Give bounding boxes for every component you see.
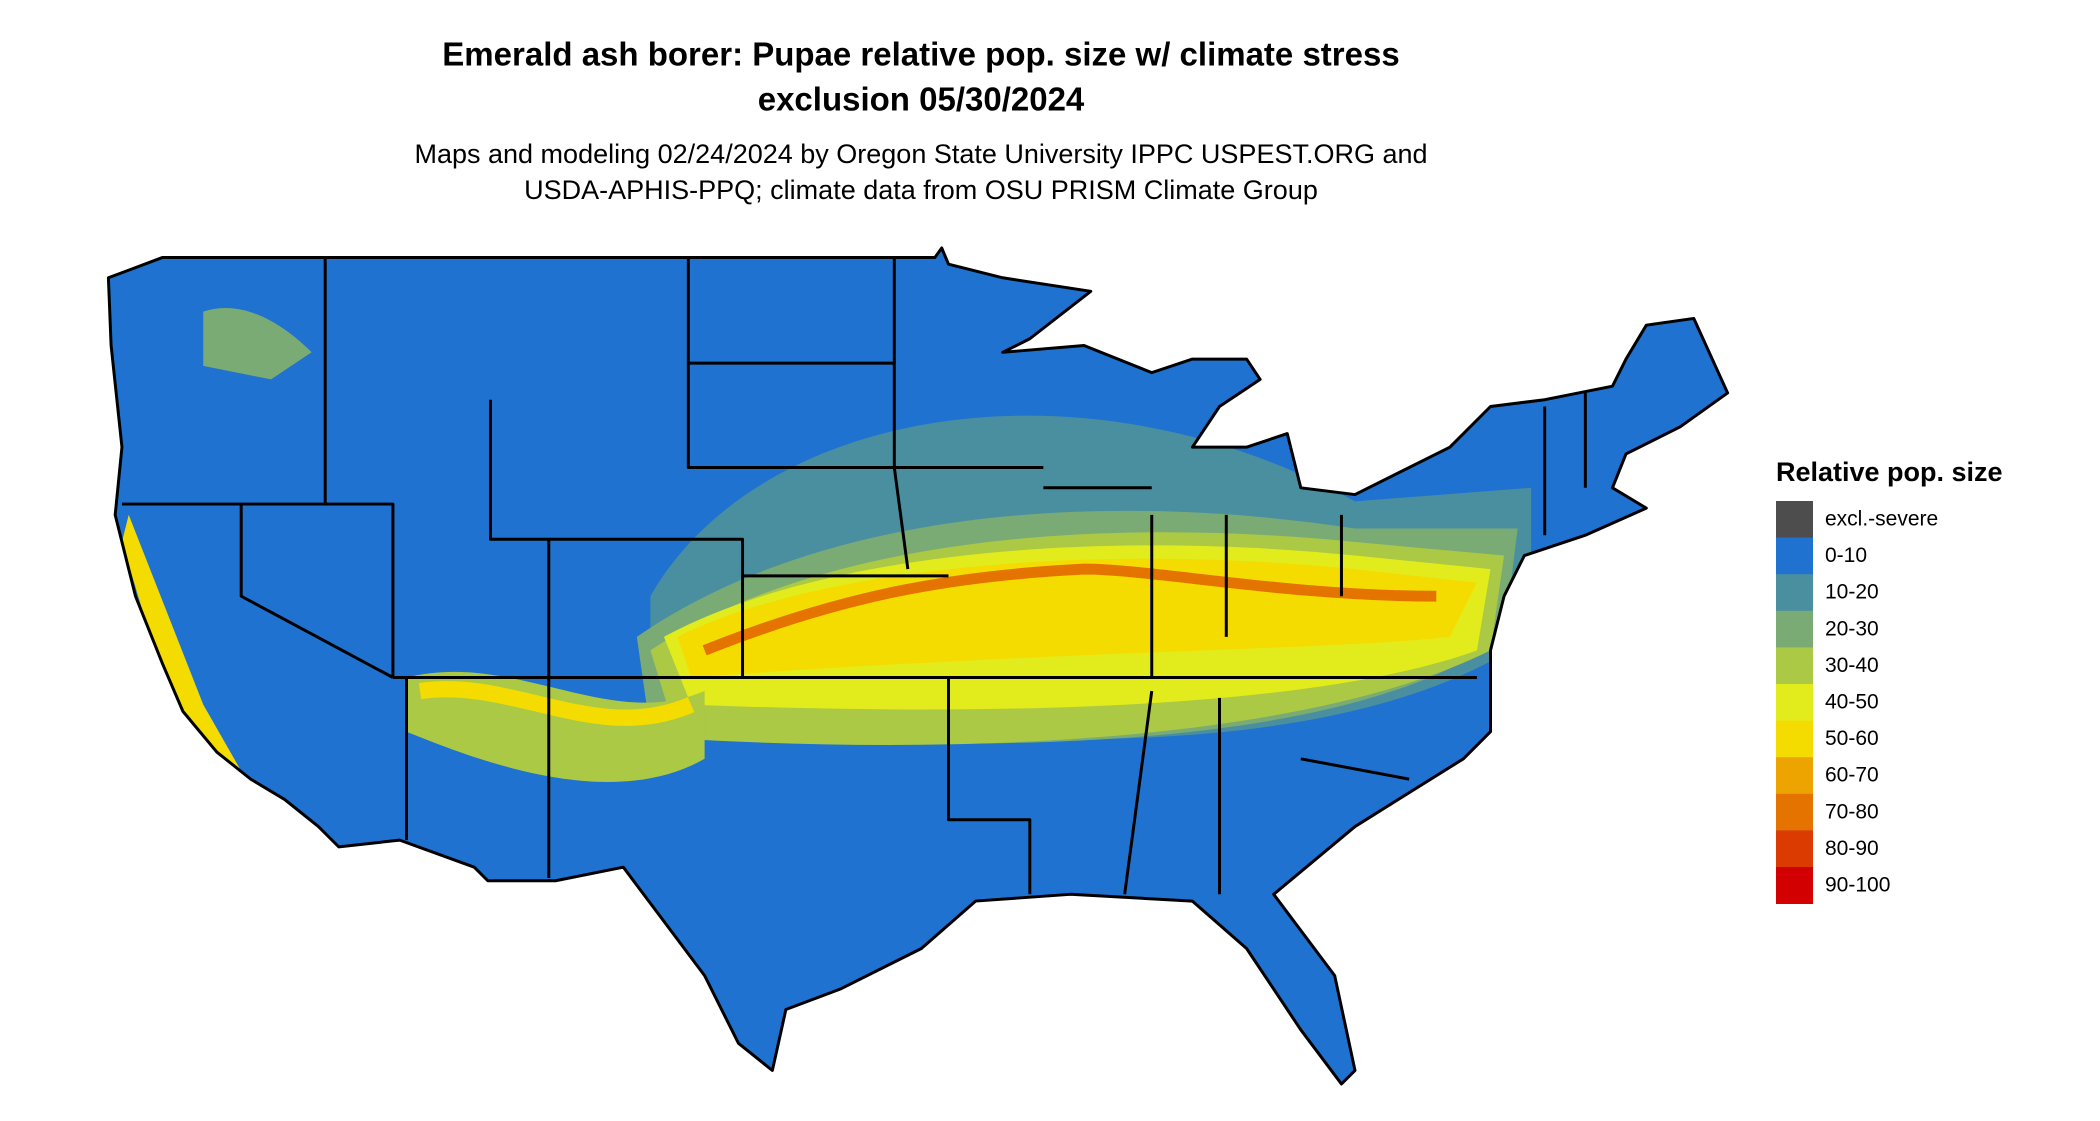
legend-swatch <box>1776 684 1813 721</box>
legend-swatch <box>1776 867 1813 904</box>
legend-swatch <box>1776 537 1813 575</box>
legend-label: 60-70 <box>1825 764 1879 787</box>
legend-swatch <box>1776 830 1813 868</box>
legend-label: excl.-severe <box>1825 508 1938 531</box>
zone <box>418 681 695 726</box>
legend-swatch <box>1776 647 1813 685</box>
title: exclusion 05/30/2024 <box>758 81 1085 118</box>
state-borders <box>106 246 1730 1086</box>
legend-label: 70-80 <box>1825 800 1879 823</box>
outline <box>106 246 1730 1086</box>
legend-swatch <box>1776 720 1813 758</box>
legend-label: 50-60 <box>1825 727 1879 750</box>
legend-swatch <box>1776 574 1813 612</box>
legend-swatch <box>1776 793 1813 831</box>
subtitle: Maps and modeling 02/24/2024 by Oregon S… <box>414 139 1427 169</box>
legend-swatch <box>1776 610 1813 648</box>
zone <box>203 308 312 380</box>
title: Emerald ash borer: Pupae relative pop. s… <box>442 36 1399 73</box>
legend-label: 30-40 <box>1825 654 1879 677</box>
legend-label: 10-20 <box>1825 581 1879 604</box>
legend-label: 40-50 <box>1825 691 1879 714</box>
legend-label: 90-100 <box>1825 874 1890 897</box>
legend-swatch <box>1776 757 1813 795</box>
legend-swatch <box>1776 501 1813 538</box>
subtitle: USDA-APHIS-PPQ; climate data from OSU PR… <box>524 175 1318 205</box>
zone <box>702 563 1437 656</box>
legend-label: 80-90 <box>1825 837 1879 860</box>
legend: excl.-severe 0-10 10-20 20-30 30-40 40-50 50-6… <box>1776 501 1938 904</box>
legend-label: 20-30 <box>1825 617 1879 640</box>
legend-label: 0-10 <box>1825 544 1867 567</box>
zone <box>121 514 258 813</box>
legend-title: Relative pop. size <box>1776 457 2003 487</box>
map-fill <box>108 247 1728 1085</box>
map <box>106 246 1730 1086</box>
